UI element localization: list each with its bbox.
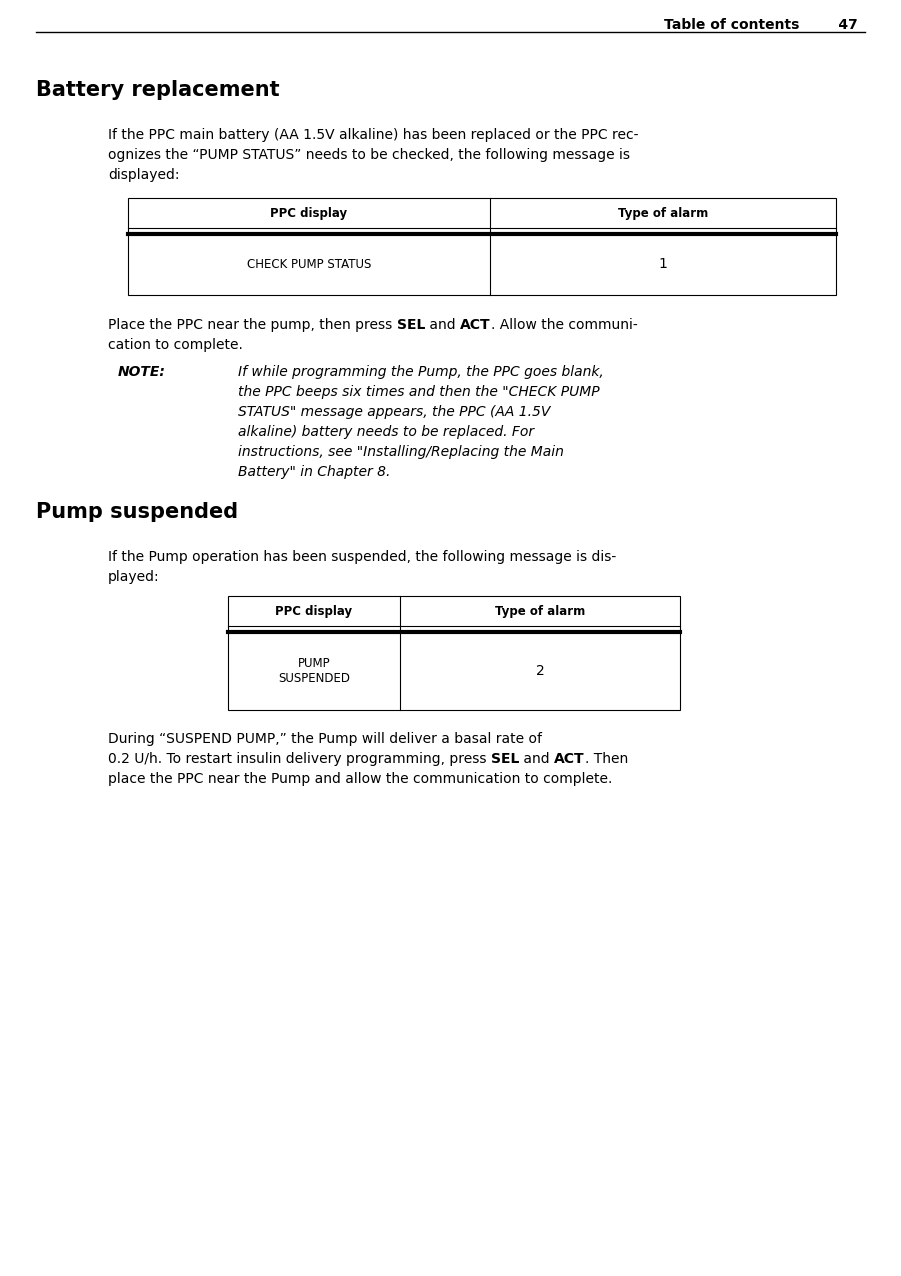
Text: If the Pump operation has been suspended, the following message is dis-: If the Pump operation has been suspended… <box>108 550 616 564</box>
Text: SEL: SEL <box>396 318 425 332</box>
Text: During “SUSPEND PUMP,” the Pump will deliver a basal rate of: During “SUSPEND PUMP,” the Pump will del… <box>108 732 542 746</box>
Text: instructions, see "Installing/Replacing the Main: instructions, see "Installing/Replacing … <box>238 445 564 459</box>
Text: PPC display: PPC display <box>270 207 348 219</box>
Text: . Then: . Then <box>585 752 628 766</box>
Text: the PPC beeps six times and then the "CHECK PUMP: the PPC beeps six times and then the "CH… <box>238 385 600 399</box>
Text: PUMP
SUSPENDED: PUMP SUSPENDED <box>278 657 350 685</box>
Text: ACT: ACT <box>460 318 491 332</box>
Text: STATUS" message appears, the PPC (AA 1.5V: STATUS" message appears, the PPC (AA 1.5… <box>238 404 551 419</box>
Text: 1: 1 <box>659 258 668 272</box>
Text: 2: 2 <box>535 664 544 678</box>
Text: ACT: ACT <box>554 752 585 766</box>
Text: Pump suspended: Pump suspended <box>36 501 238 522</box>
Text: ognizes the “PUMP STATUS” needs to be checked, the following message is: ognizes the “PUMP STATUS” needs to be ch… <box>108 148 630 162</box>
Text: If the PPC main battery (AA 1.5V alkaline) has been replaced or the PPC rec-: If the PPC main battery (AA 1.5V alkalin… <box>108 128 639 142</box>
Text: Battery replacement: Battery replacement <box>36 80 279 100</box>
Text: NOTE:: NOTE: <box>118 365 166 379</box>
Text: Table of contents        47: Table of contents 47 <box>664 18 858 32</box>
Bar <box>128 198 836 295</box>
Text: alkaline) battery needs to be replaced. For: alkaline) battery needs to be replaced. … <box>238 425 534 439</box>
Text: 0.2 U/h. To restart insulin delivery programming, press: 0.2 U/h. To restart insulin delivery pro… <box>108 752 491 766</box>
Text: and: and <box>425 318 460 332</box>
Text: played:: played: <box>108 570 159 584</box>
Text: displayed:: displayed: <box>108 168 179 182</box>
Text: . Allow the communi-: . Allow the communi- <box>491 318 637 332</box>
Text: and: and <box>519 752 554 766</box>
Text: CHECK PUMP STATUS: CHECK PUMP STATUS <box>247 258 371 271</box>
Text: Type of alarm: Type of alarm <box>618 207 708 219</box>
Text: If while programming the Pump, the PPC goes blank,: If while programming the Pump, the PPC g… <box>238 365 604 379</box>
Text: Type of alarm: Type of alarm <box>495 605 585 618</box>
Bar <box>228 596 680 709</box>
Text: place the PPC near the Pump and allow the communication to complete.: place the PPC near the Pump and allow th… <box>108 772 613 786</box>
Text: Place the PPC near the pump, then press: Place the PPC near the pump, then press <box>108 318 396 332</box>
Text: SEL: SEL <box>491 752 519 766</box>
Text: PPC display: PPC display <box>276 605 352 618</box>
Text: cation to complete.: cation to complete. <box>108 338 243 352</box>
Text: Battery" in Chapter 8.: Battery" in Chapter 8. <box>238 464 390 478</box>
